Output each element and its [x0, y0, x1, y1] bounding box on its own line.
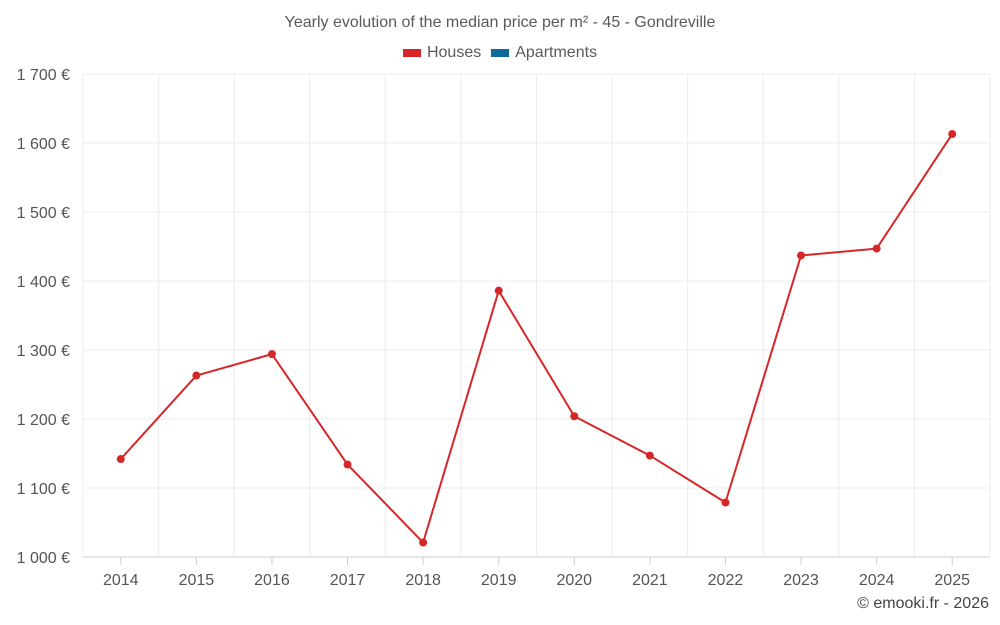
x-tick-label: 2014: [103, 572, 139, 589]
y-tick-label: 1 100 €: [17, 481, 70, 498]
y-tick-label: 1 600 €: [17, 136, 70, 153]
x-tick-label: 2019: [481, 572, 517, 589]
series-line-houses: [120, 133, 954, 544]
data-point-houses-2022: [721, 498, 730, 507]
x-tick-label: 2024: [859, 572, 895, 589]
chart-title: Yearly evolution of the median price per…: [284, 14, 716, 31]
legend: Houses Apartments: [0, 44, 1000, 62]
credit-text: © emooki.fr - 2026: [857, 595, 989, 612]
legend-label-apartments: Apartments: [515, 44, 598, 61]
data-point-houses-2017: [343, 460, 352, 469]
data-point-houses-2014: [116, 455, 125, 464]
legend-item-houses[interactable]: Houses: [402, 44, 482, 62]
data-point-houses-2024: [872, 244, 881, 253]
legend-label-houses: Houses: [426, 44, 482, 61]
data-point-houses-2021: [645, 451, 654, 460]
x-tick-label: 2025: [934, 572, 970, 589]
x-tick-label: 2018: [405, 572, 441, 589]
x-tick-label: 2020: [556, 572, 592, 589]
y-tick-label: 1 400 €: [17, 274, 70, 291]
data-point-houses-2016: [267, 350, 276, 359]
y-tick-label: 1 500 €: [17, 205, 70, 222]
data-point-houses-2018: [419, 538, 428, 547]
x-tick-label: 2015: [179, 572, 215, 589]
y-tick-label: 1 700 €: [17, 67, 70, 84]
data-point-houses-2023: [797, 251, 806, 260]
data-point-houses-2019: [494, 286, 503, 295]
legend-swatch-apartments: [491, 49, 510, 57]
x-tick-label: 2016: [254, 572, 290, 589]
x-tick-label: 2017: [330, 572, 366, 589]
x-tick-label: 2021: [632, 572, 668, 589]
data-point-houses-2020: [570, 412, 579, 421]
y-tick-label: 1 000 €: [17, 550, 70, 567]
y-tick-label: 1 300 €: [17, 343, 70, 360]
x-tick-label: 2023: [783, 572, 819, 589]
legend-swatch-houses: [402, 49, 421, 57]
legend-item-apartments[interactable]: Apartments: [491, 44, 597, 62]
y-tick-label: 1 200 €: [17, 412, 70, 429]
data-point-houses-2015: [192, 371, 201, 380]
x-tick-label: 2022: [708, 572, 744, 589]
data-point-houses-2025: [948, 130, 957, 139]
